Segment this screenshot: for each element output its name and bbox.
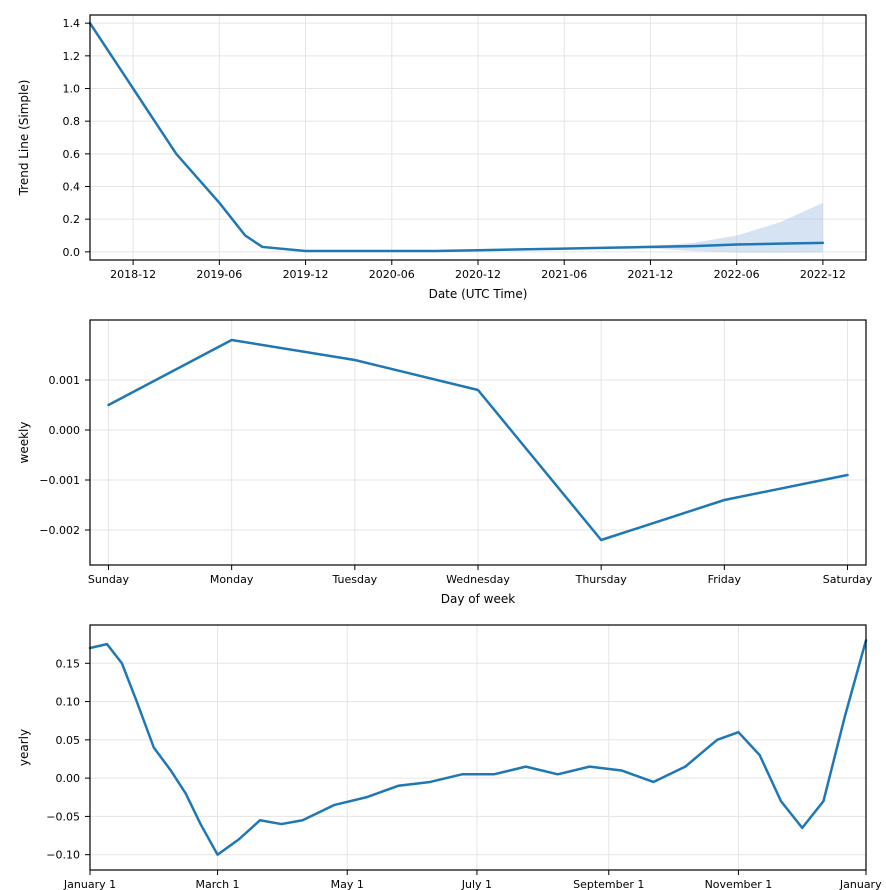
x-tick-label: 2020-06 <box>369 268 415 281</box>
y-tick-label: 0.8 <box>63 115 81 128</box>
x-tick-label: Friday <box>708 573 742 586</box>
x-tick-label: Wednesday <box>446 573 510 586</box>
x-tick-label: September 1 <box>573 878 644 890</box>
x-tick-label: Monday <box>210 573 254 586</box>
x-axis-label: Date (UTC Time) <box>429 287 528 301</box>
y-tick-label: 0.0 <box>63 246 81 259</box>
y-tick-label: −0.05 <box>46 810 80 823</box>
y-axis-label: yearly <box>17 729 31 766</box>
y-tick-label: 0.2 <box>63 213 81 226</box>
y-tick-label: 0.6 <box>63 148 81 161</box>
y-tick-label: 0.001 <box>49 374 81 387</box>
x-tick-label: 2020-12 <box>455 268 501 281</box>
x-tick-label: 2018-12 <box>110 268 156 281</box>
figure: 2018-12 2019-06 2019-12 2020-06 2020-12 2021-… <box>0 0 886 890</box>
y-tick-label: 0.05 <box>56 734 81 747</box>
x-tick-label: January 1 <box>63 878 116 890</box>
y-tick-label: 0.15 <box>56 657 81 670</box>
x-tick-label: November 1 <box>705 878 773 890</box>
x-tick-label: July 1 <box>461 878 492 890</box>
y-tick-label: 1.2 <box>63 50 81 63</box>
y-tick-label: −0.001 <box>39 474 80 487</box>
y-tick-label: 0.10 <box>56 696 81 709</box>
x-tick-label: 2022-06 <box>714 268 760 281</box>
x-tick-label: Saturday <box>823 573 873 586</box>
y-tick-label: 1.4 <box>63 17 81 30</box>
y-tick-label: −0.10 <box>46 849 80 862</box>
y-tick-label: −0.002 <box>39 524 80 537</box>
x-tick-label: 2021-12 <box>627 268 673 281</box>
x-tick-label: January 1 <box>839 878 886 890</box>
y-axis-label: Trend Line (Simple) <box>17 80 31 197</box>
x-tick-label: Sunday <box>88 573 130 586</box>
x-tick-label: May 1 <box>331 878 364 890</box>
x-tick-label: 2022-12 <box>800 268 846 281</box>
y-axis-label: weekly <box>17 422 31 464</box>
x-axis-label: Day of week <box>441 592 515 606</box>
x-tick-label: Thursday <box>575 573 628 586</box>
y-tick-label: 1.0 <box>63 83 81 96</box>
y-tick-label: 0.000 <box>49 424 81 437</box>
x-tick-label: Tuesday <box>331 573 377 586</box>
x-tick-label: 2021-06 <box>541 268 587 281</box>
y-tick-label: 0.4 <box>63 181 81 194</box>
x-tick-label: 2019-12 <box>283 268 329 281</box>
x-tick-label: March 1 <box>196 878 240 890</box>
x-tick-label: 2019-06 <box>196 268 242 281</box>
y-tick-label: 0.00 <box>56 772 81 785</box>
